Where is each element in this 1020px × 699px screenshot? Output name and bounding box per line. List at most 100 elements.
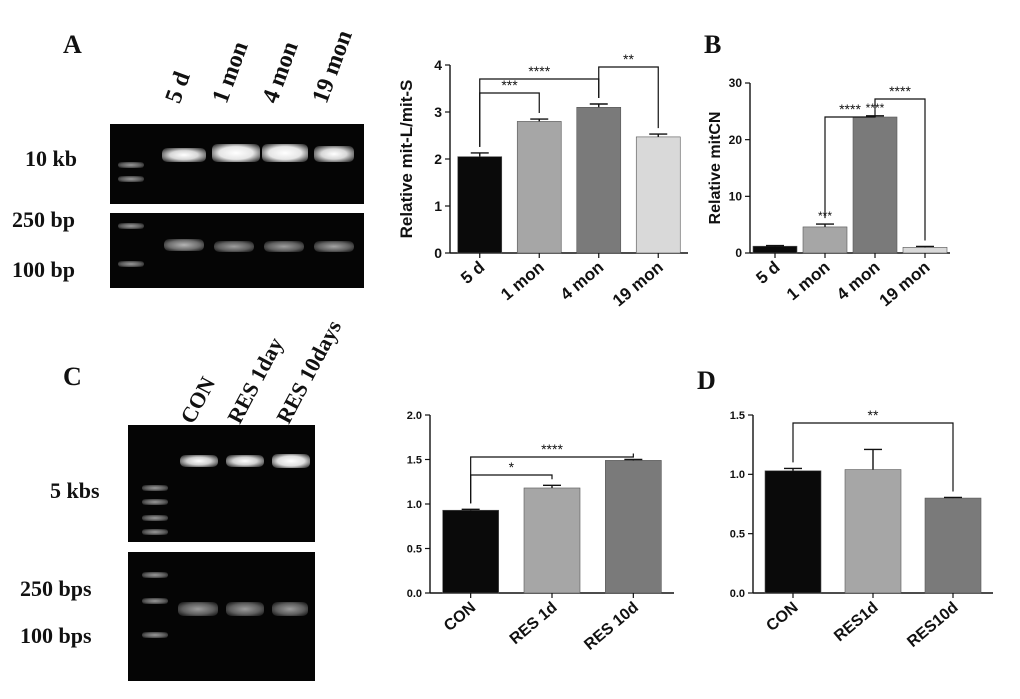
- gel-band: [226, 455, 264, 467]
- bar: [516, 121, 562, 254]
- significance-bracket: [470, 453, 634, 504]
- gel-c-top-image: [128, 425, 315, 542]
- significance-label: ****: [528, 63, 550, 79]
- gel-c-lane-label: RES 10days: [271, 315, 347, 428]
- bar: [605, 460, 662, 594]
- y-tick-label: 3: [434, 104, 442, 120]
- ladder-band: [118, 261, 144, 267]
- bar: [457, 156, 503, 254]
- x-tick-label: 1 mon: [783, 258, 834, 305]
- y-tick-label: 1.0: [407, 499, 422, 511]
- gel-band: [264, 241, 304, 252]
- gel-a-size-label: 250 bp: [12, 207, 75, 232]
- x-tick-label: 4 mon: [557, 258, 608, 305]
- ladder-band: [142, 515, 168, 521]
- x-tick-label: 5 d: [753, 258, 784, 288]
- y-tick-label: 0.0: [730, 588, 745, 600]
- bar: [635, 136, 681, 254]
- x-tick-label: 19 mon: [876, 258, 934, 311]
- bar: [752, 245, 798, 254]
- bar: [523, 487, 581, 594]
- ladder-band: [142, 598, 168, 604]
- bar: [764, 470, 822, 594]
- y-tick-label: 2.0: [407, 410, 422, 422]
- y-tick-label: 4: [434, 57, 442, 73]
- y-tick-label: 1: [434, 198, 442, 214]
- significance-label: **: [623, 51, 634, 67]
- ladder-band: [142, 485, 168, 491]
- y-tick-label: 10: [729, 190, 743, 204]
- gel-band: [272, 454, 310, 468]
- panel-letter-d: D: [697, 366, 716, 395]
- gel-band: [272, 602, 308, 616]
- x-tick-label: CON: [441, 599, 479, 635]
- x-tick-label: CON: [763, 599, 801, 635]
- chart-d: 0.0 0.5 1.0 1.5 CON RES1d RES10d **: [730, 407, 993, 651]
- y-tick-label: 0: [735, 246, 742, 260]
- gel-a-lane-label: 1 mon: [207, 38, 254, 107]
- gel-band: [262, 144, 308, 162]
- panel-letter-b: B: [704, 30, 722, 59]
- y-tick-label: 2: [434, 151, 442, 167]
- gel-band: [180, 455, 218, 467]
- significance-bracket: [792, 422, 954, 492]
- gel-a-lane-label: 4 mon: [257, 38, 304, 107]
- x-tick-label: RES 1d: [507, 599, 561, 648]
- panel-letter-c: C: [63, 362, 82, 391]
- x-tick-label: RES10d: [904, 599, 961, 651]
- gel-c-size-label: 100 bps: [20, 623, 92, 648]
- significance-bracket: [598, 66, 659, 129]
- x-tick-label: RES 10d: [581, 599, 642, 654]
- ladder-band: [142, 572, 168, 578]
- gel-a-lane-label: 19 mon: [307, 26, 358, 107]
- y-tick-label: 0.5: [407, 543, 422, 555]
- y-tick-label: 0.0: [407, 588, 422, 600]
- ladder-band: [142, 632, 168, 638]
- significance-label: ****: [889, 83, 911, 99]
- significance-label: **: [868, 407, 879, 423]
- significance-bracket: [824, 109, 876, 219]
- gel-c-bottom-image: [128, 552, 315, 681]
- x-tick-label: 5 d: [457, 258, 488, 288]
- y-tick-label: 30: [729, 76, 743, 90]
- gel-band: [164, 239, 204, 251]
- gel-band: [314, 241, 354, 252]
- x-tick-label: 1 mon: [497, 258, 548, 305]
- ladder-band: [118, 223, 144, 229]
- chart-a: 0 1 2 3 4 Relative mit-L/mit-S 5 d 1 mon 4 mon 19…: [397, 51, 688, 310]
- significance-bracket: [874, 98, 926, 241]
- gel-c-size-label: 250 bps: [20, 576, 92, 601]
- gel-a-top-image: [110, 124, 364, 204]
- ladder-band: [118, 176, 144, 182]
- gel-band: [314, 146, 354, 162]
- y-tick-label: 0: [434, 245, 442, 261]
- bar: [924, 497, 982, 594]
- bar-significance-label: ***: [818, 209, 832, 223]
- significance-label: *: [509, 459, 515, 475]
- bar: [852, 116, 898, 254]
- gel-a-bottom-image: [110, 213, 364, 288]
- bar: [802, 226, 848, 254]
- significance-label: ***: [501, 77, 518, 93]
- y-tick-label: 1.5: [730, 410, 745, 422]
- y-tick-label: 20: [729, 133, 743, 147]
- y-axis-label: Relative mitCN: [707, 112, 724, 225]
- gel-band: [214, 241, 254, 252]
- bar: [844, 469, 902, 594]
- bar: [902, 247, 948, 254]
- gel-band: [178, 602, 218, 616]
- significance-label: ****: [839, 101, 861, 117]
- gel-a-lane-label: 5 d: [160, 68, 196, 107]
- gel-band: [212, 144, 260, 162]
- y-tick-label: 1.5: [407, 454, 422, 466]
- bar: [442, 509, 499, 594]
- panel-letter-a: A: [63, 30, 82, 59]
- gel-band: [162, 148, 206, 162]
- gel-c-size-label: 5 kbs: [50, 478, 100, 503]
- gel-a-size-label: 10 kb: [25, 146, 77, 171]
- x-tick-label: RES1d: [831, 599, 881, 645]
- y-tick-label: 1.0: [730, 469, 745, 481]
- y-axis-label: Relative mit-L/mit-S: [397, 80, 416, 239]
